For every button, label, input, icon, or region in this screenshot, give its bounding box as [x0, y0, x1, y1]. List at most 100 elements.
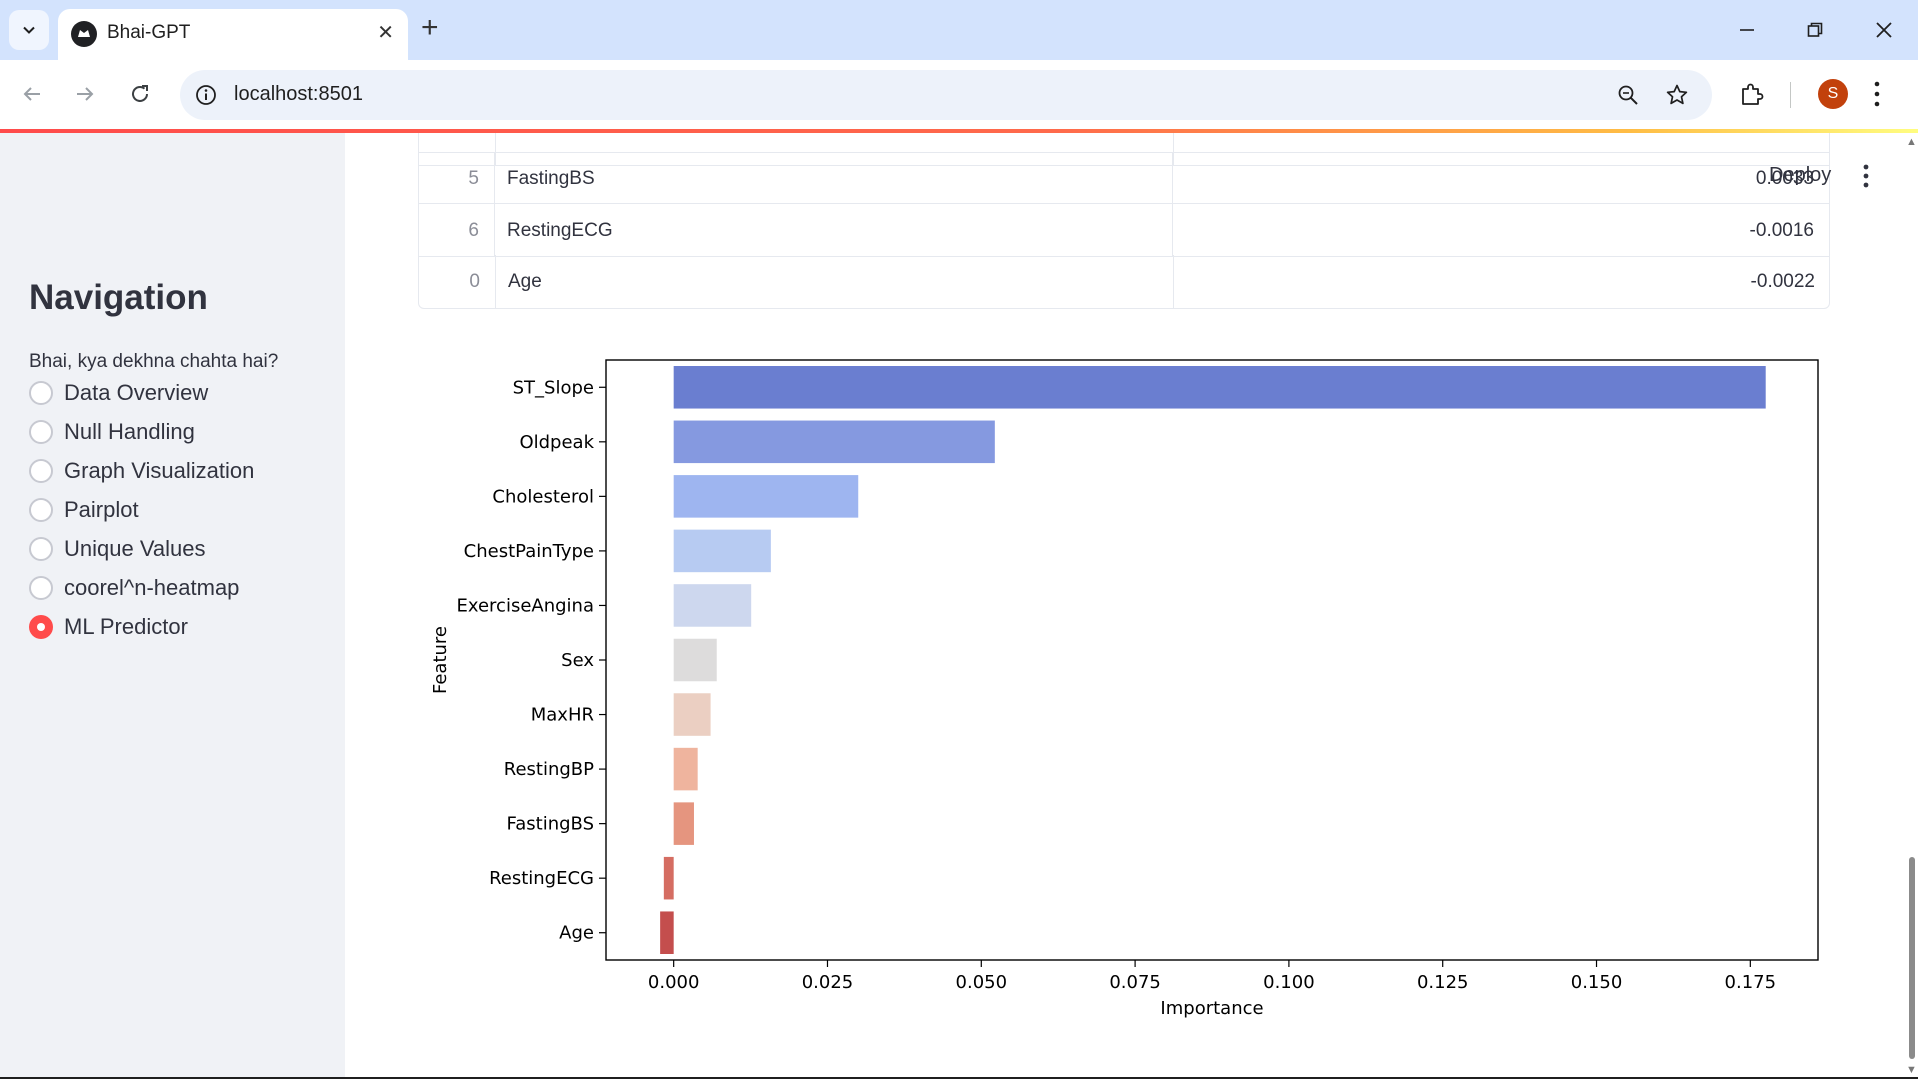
- bar-fastingbs: [673, 802, 694, 845]
- radio-selected-icon[interactable]: [29, 615, 53, 639]
- window-bottom-border: [0, 1077, 1918, 1079]
- radio-circle-icon[interactable]: [29, 537, 53, 561]
- restore-icon: [1807, 22, 1823, 37]
- profile-avatar[interactable]: S: [1818, 79, 1848, 109]
- arrow-left-icon: [23, 87, 40, 101]
- table-cell-importance: -0.0016: [1749, 220, 1814, 241]
- bar-maxhr: [673, 693, 711, 736]
- y-tick-label: ST_Slope: [513, 377, 594, 398]
- y-tick-label: RestingECG: [489, 868, 594, 889]
- bar-exerciseangina: [673, 584, 752, 627]
- bar-oldpeak: [673, 420, 995, 464]
- bars-group: [660, 366, 1766, 954]
- close-tab-icon[interactable]: ✕: [377, 22, 394, 44]
- y-axis-label: Feature: [430, 626, 451, 694]
- radio-option-ml-predictor[interactable]: ML Predictor: [29, 612, 188, 642]
- scroll-down-arrow-icon[interactable]: ▼: [1906, 1064, 1917, 1076]
- radio-option-unique-values[interactable]: Unique Values: [29, 534, 205, 564]
- radio-option-correlation-heatmap[interactable]: coorel^n-heatmap: [29, 573, 239, 603]
- restore-button[interactable]: [1795, 12, 1835, 48]
- zoom-icon[interactable]: [1615, 82, 1641, 108]
- sidebar-title: Navigation: [29, 278, 208, 317]
- browser-toolbar: localhost:8501 S: [0, 60, 1918, 130]
- table-row[interactable]: 6 RestingECG -0.0016: [418, 205, 1830, 257]
- deploy-button[interactable]: Deploy: [1769, 164, 1832, 186]
- radio-circle-icon[interactable]: [29, 420, 53, 444]
- table-cell-feature: RestingECG: [495, 205, 1173, 257]
- x-tick-label: 0.150: [1571, 972, 1623, 993]
- x-tick-label: 0.000: [648, 972, 700, 993]
- main-content: 0 Age -0.0022: [345, 133, 1918, 1079]
- table-row[interactable]: 0 Age -0.0022: [419, 255, 1829, 308]
- toolbar-separator: [1790, 82, 1791, 108]
- bar-age: [660, 911, 674, 954]
- table-cell-index: 0: [419, 255, 496, 308]
- radio-label: Null Handling: [64, 419, 195, 444]
- radio-circle-icon[interactable]: [29, 498, 53, 522]
- scroll-up-arrow-icon[interactable]: ▲: [1906, 136, 1917, 148]
- bar-cholesterol: [673, 475, 859, 518]
- table-cell-index: 5: [418, 153, 495, 205]
- scrollbar-thumb[interactable]: [1909, 857, 1915, 1059]
- radio-option-null-handling[interactable]: Null Handling: [29, 417, 195, 447]
- bar-restingecg: [663, 856, 674, 900]
- radio-circle-icon[interactable]: [29, 576, 53, 600]
- extensions-puzzle-icon[interactable]: [1738, 80, 1766, 113]
- minimize-icon: [1740, 29, 1754, 31]
- chevron-down-icon: [23, 26, 35, 34]
- x-tick-label: 0.175: [1725, 972, 1777, 993]
- radio-option-data-overview[interactable]: Data Overview: [29, 378, 208, 408]
- radio-label: Pairplot: [64, 497, 139, 522]
- x-tick-label: 0.050: [956, 972, 1008, 993]
- forward-button[interactable]: [67, 76, 103, 112]
- y-tick-label: ChestPainType: [464, 541, 594, 562]
- close-window-button[interactable]: [1864, 12, 1904, 48]
- feature-importance-table[interactable]: 0 Age -0.0022: [418, 133, 1830, 309]
- x-tick-label: 0.075: [1109, 972, 1161, 993]
- y-tick-label: Cholesterol: [492, 486, 594, 507]
- browser-tab[interactable]: Bhai-GPT ✕: [58, 9, 408, 60]
- x-axis-label: Importance: [1160, 998, 1263, 1019]
- bookmark-star-icon[interactable]: [1664, 82, 1690, 108]
- radio-label: Graph Visualization: [64, 458, 255, 483]
- radio-label: Data Overview: [64, 380, 209, 405]
- browser-tab-bar: Bhai-GPT ✕ +: [0, 0, 1918, 60]
- x-tick-label: 0.125: [1417, 972, 1469, 993]
- bar-chestpaintype: [673, 529, 771, 573]
- table-cell-importance: 0.0033: [1755, 168, 1814, 189]
- table-row[interactable]: 5 FastingBS 0.0033: [418, 152, 1830, 205]
- site-info-icon[interactable]: [194, 83, 218, 112]
- radio-circle-icon[interactable]: [29, 381, 53, 405]
- y-axis-ticks: ST_Slope Oldpeak Cholesterol ChestPainType E…: [457, 377, 606, 944]
- radio-option-graph-visualization[interactable]: Graph Visualization: [29, 456, 254, 486]
- url-text[interactable]: localhost:8501: [234, 83, 363, 105]
- app-top-decoration: [0, 129, 1918, 133]
- y-tick-label: FastingBS: [507, 814, 594, 835]
- address-bar[interactable]: localhost:8501: [180, 70, 1712, 120]
- y-tick-label: MaxHR: [531, 705, 594, 726]
- back-button[interactable]: [14, 76, 50, 112]
- y-tick-label: ExerciseAngina: [457, 595, 595, 616]
- bar-sex: [673, 638, 717, 682]
- y-tick-label: Age: [559, 923, 594, 944]
- app-menu-icon[interactable]: [1861, 163, 1871, 194]
- new-tab-button[interactable]: +: [421, 11, 439, 44]
- table-cell-index: 6: [418, 205, 495, 257]
- table-cell-importance: -0.0022: [1750, 271, 1815, 292]
- radio-option-pairplot[interactable]: Pairplot: [29, 495, 139, 525]
- table-row-partial: [419, 133, 1829, 166]
- reload-icon: [132, 85, 148, 102]
- tab-search-button[interactable]: [9, 10, 49, 50]
- radio-label: Unique Values: [64, 536, 206, 561]
- arrow-right-icon: [77, 87, 94, 101]
- streamlit-favicon-icon: [71, 21, 97, 47]
- minimize-button[interactable]: [1727, 12, 1767, 48]
- close-icon: [1876, 22, 1892, 38]
- chrome-menu-icon[interactable]: [1872, 78, 1882, 115]
- sidebar: Navigation Bhai, kya dekhna chahta hai? …: [0, 133, 345, 1079]
- y-tick-label: RestingBP: [504, 759, 594, 780]
- table-cell-feature: Age: [496, 255, 1174, 308]
- radio-circle-icon[interactable]: [29, 459, 53, 483]
- reload-button[interactable]: [122, 76, 158, 112]
- radio-label: coorel^n-heatmap: [64, 575, 240, 600]
